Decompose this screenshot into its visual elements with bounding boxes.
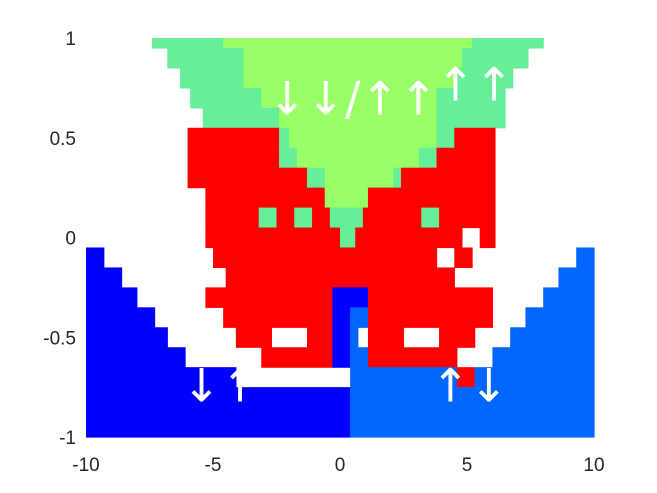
heatmap-cell-15-12 [510,327,594,348]
heatmap-cell-14-5 [368,307,493,328]
y-tick-label-0: 1 [65,29,76,50]
heatmap-cell-11-2 [213,247,437,268]
heatmap-cell-10-2 [355,228,462,249]
heatmap-cell-15-6 [350,327,358,348]
heatmap-cell-10-0 [205,228,340,249]
heatmap-cell-9-6 [363,208,422,229]
heatmap-cell-15-2 [236,327,272,348]
heatmap-cell-5-2 [289,128,437,149]
heatmap-cell-8-0 [205,188,325,209]
heatmap-cell-9-4 [312,208,330,229]
heatmap-cell-5-4 [454,128,495,149]
heatmap-cell-14-2 [223,307,333,328]
heatmap-cell-6-0 [188,148,280,169]
heatmap-cell-13-0 [86,287,137,308]
region-label-3: ↑↑ [436,57,513,111]
heatmap-cell-7-1 [307,168,325,189]
heatmap-cell-8-2 [368,188,496,209]
y-tick-label-1: 0.5 [50,129,76,150]
region-label-2: ↓↓/↑↑ [268,71,438,125]
heatmap-cell-13-2 [205,287,333,308]
heatmap-cell-7-3 [393,168,401,189]
region-label-0: ↓↑ [182,359,259,413]
heatmap-cell-16-2 [261,347,333,368]
heatmap-cell-6-4 [437,148,496,169]
y-tick-label-3: -0.5 [43,328,76,349]
heatmap-cell-16-4 [350,347,368,368]
heatmap-cell-8-1 [325,188,369,209]
heatmap-cell-0-1 [223,38,473,49]
heatmap-cell-5-0 [188,128,280,149]
heatmap-cell-20-0 [86,427,351,438]
heatmap-cell-6-3 [419,148,437,169]
heatmap-cell-20-1 [350,427,594,438]
heatmap-cell-15-0 [86,327,168,348]
heatmap-cell-9-3 [294,208,312,229]
heatmap-cell-5-3 [437,128,455,149]
heatmap-cell-16-0 [86,347,186,368]
region-label-1: ↑↓ [431,359,508,413]
heatmap-cell-10-1 [340,228,356,249]
heatmap-cell-13-3 [332,287,368,308]
heatmap-cell-12-4 [558,267,594,288]
heatmap-cell-15-8 [368,327,404,348]
x-tick-label-0: -10 [72,455,99,476]
heatmap-cell-11-6 [576,247,594,268]
heatmap-cell-12-0 [86,267,122,288]
x-tick-label-2: 0 [335,455,346,476]
heatmap-cell-14-0 [86,307,155,328]
x-tick-label-4: 10 [583,455,604,476]
heatmap-cell-15-10 [439,327,475,348]
heatmap-cell-6-2 [297,148,420,169]
heatmap-cell-9-2 [277,208,295,229]
heatmap-cell-6-1 [279,148,297,169]
heatmap-cell-1-0 [167,48,244,69]
heatmap-cell-11-4 [454,247,472,268]
heatmap-cell-3-0 [190,88,262,109]
heatmap-cell-9-7 [421,208,439,229]
heatmap-cell-0-0 [152,38,224,49]
heatmap-cell-7-0 [188,168,308,189]
heatmap-cell-14-3 [332,307,350,328]
y-tick-label-4: -1 [59,428,76,449]
x-tick-label-1: -5 [205,455,222,476]
heatmap-cell-2-0 [180,68,244,89]
heatmap-cell-14-4 [350,307,368,328]
heatmap-cell-7-4 [401,168,496,189]
x-tick-label-3: 5 [462,455,473,476]
x-axis-tick-labels: -10 -5 0 5 10 [72,455,604,476]
heatmap-cell-14-7 [525,307,594,328]
heatmap-cell-5-1 [279,128,290,149]
heatmap-cell-15-5 [332,327,350,348]
heatmap-cell-15-4 [307,327,333,348]
heatmap-cell-9-8 [439,208,495,229]
heatmap-cell-11-0 [86,247,104,268]
heatmap-cell-13-4 [368,287,493,308]
y-axis-tick-labels: 1 0.5 0 -0.5 -1 [43,29,76,449]
heatmap-cell-16-3 [332,347,350,368]
heatmap-cell-0-2 [472,38,544,49]
heatmap-cell-13-6 [543,287,594,308]
heatmap-cell-9-1 [259,208,277,229]
heatmap-cell-7-2 [325,168,394,189]
y-tick-label-2: 0 [65,229,76,250]
heatmap-cell-1-1 [243,48,462,69]
heatmap-cell-9-0 [205,208,259,229]
heatmap-cell-10-4 [480,228,496,249]
heatmap-cell-12-2 [226,267,455,288]
heatmap-cell-9-5 [330,208,364,229]
